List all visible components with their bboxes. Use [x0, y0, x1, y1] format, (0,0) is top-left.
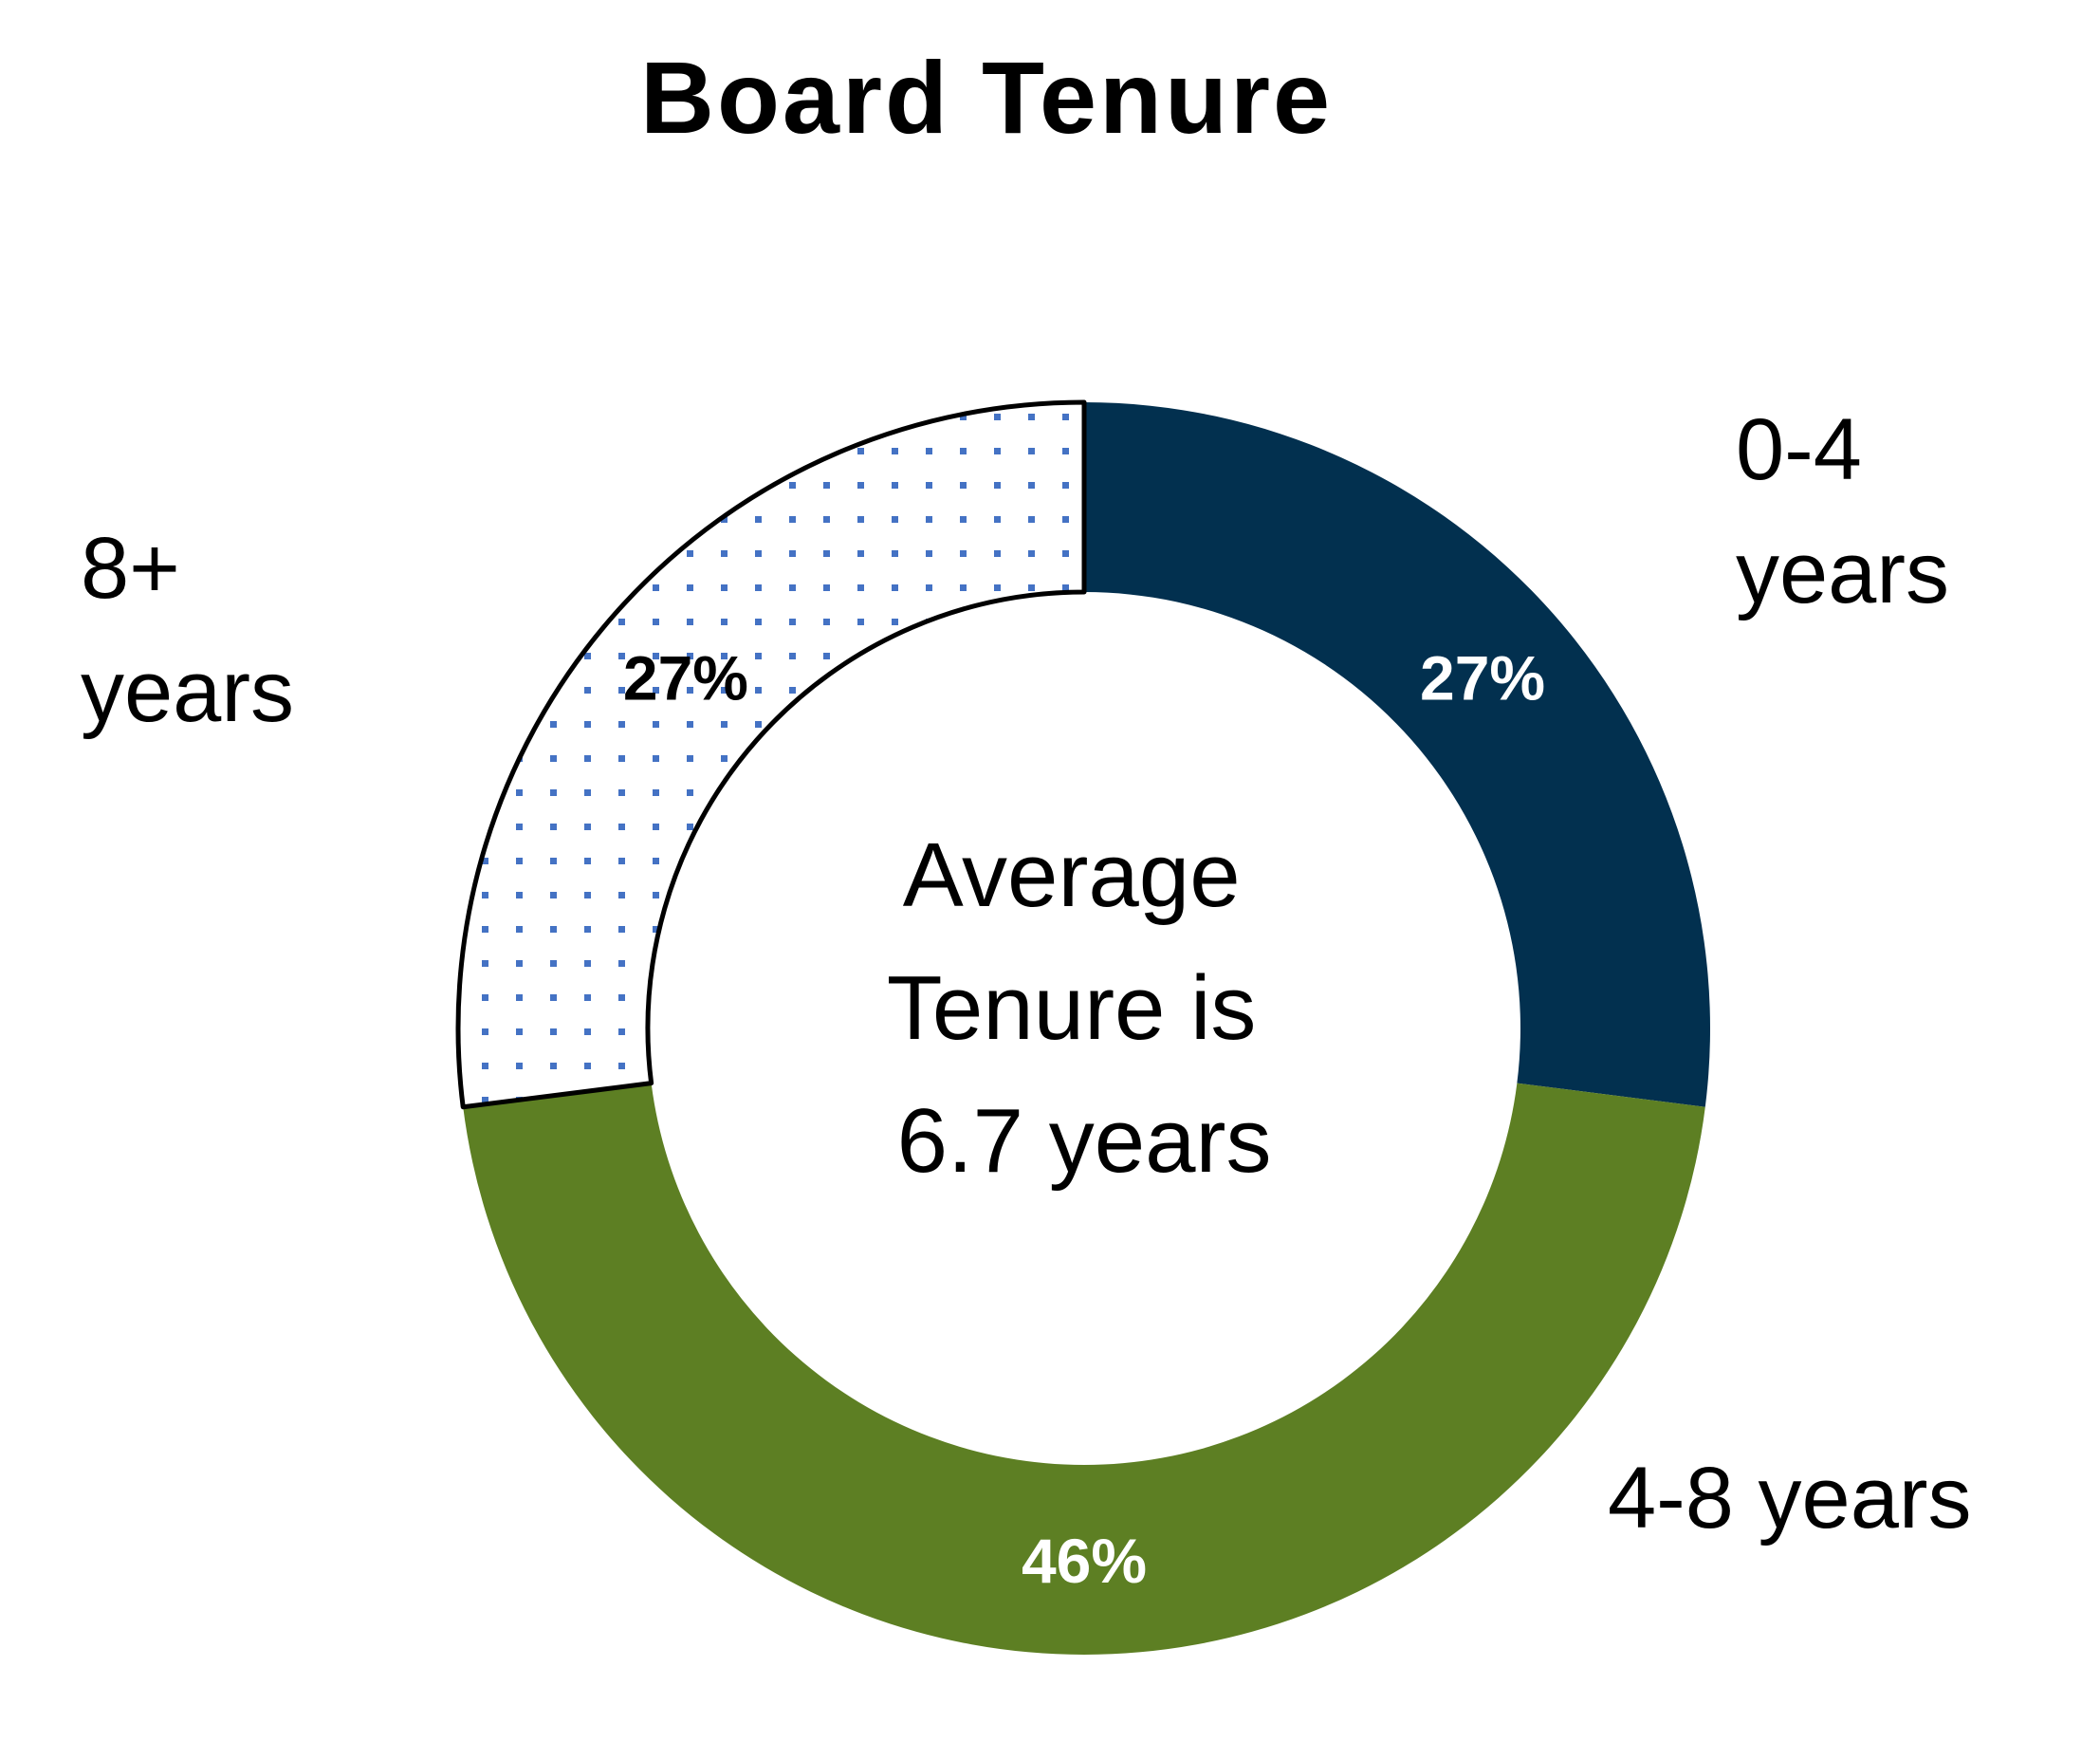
category-label-2: 4-8 years [1608, 1450, 1972, 1547]
category-label-2-line-1: 4-8 years [1608, 1450, 1972, 1547]
donut-slice-2 [463, 1083, 1705, 1655]
value-label-3: 27% [623, 643, 748, 713]
category-label-1: 0-4 years [1736, 401, 1949, 621]
center-text-line-3: 6.7 years [897, 1090, 1272, 1192]
value-label-2: 46% [1022, 1526, 1147, 1596]
category-label-3-line-2: years [81, 643, 294, 740]
donut-slice-1 [1084, 402, 1710, 1107]
value-labels: 27% 46% 27% [623, 643, 1545, 1596]
donut-slices [455, 399, 1710, 1655]
chart-title: Board Tenure [640, 40, 1333, 155]
center-text: Average Tenure is 6.7 years [887, 824, 1281, 1192]
category-label-1-line-2: years [1736, 525, 1949, 621]
category-label-3: 8+ years [81, 520, 294, 740]
center-text-line-1: Average [903, 824, 1241, 926]
donut-slice-3 [455, 399, 1087, 1110]
category-labels: 0-4 years 4-8 years 8+ years [81, 401, 1972, 1547]
center-text-line-2: Tenure is [887, 957, 1257, 1059]
category-label-1-line-1: 0-4 [1736, 401, 1862, 498]
value-label-1: 27% [1420, 643, 1545, 713]
category-label-3-line-1: 8+ [81, 520, 180, 617]
